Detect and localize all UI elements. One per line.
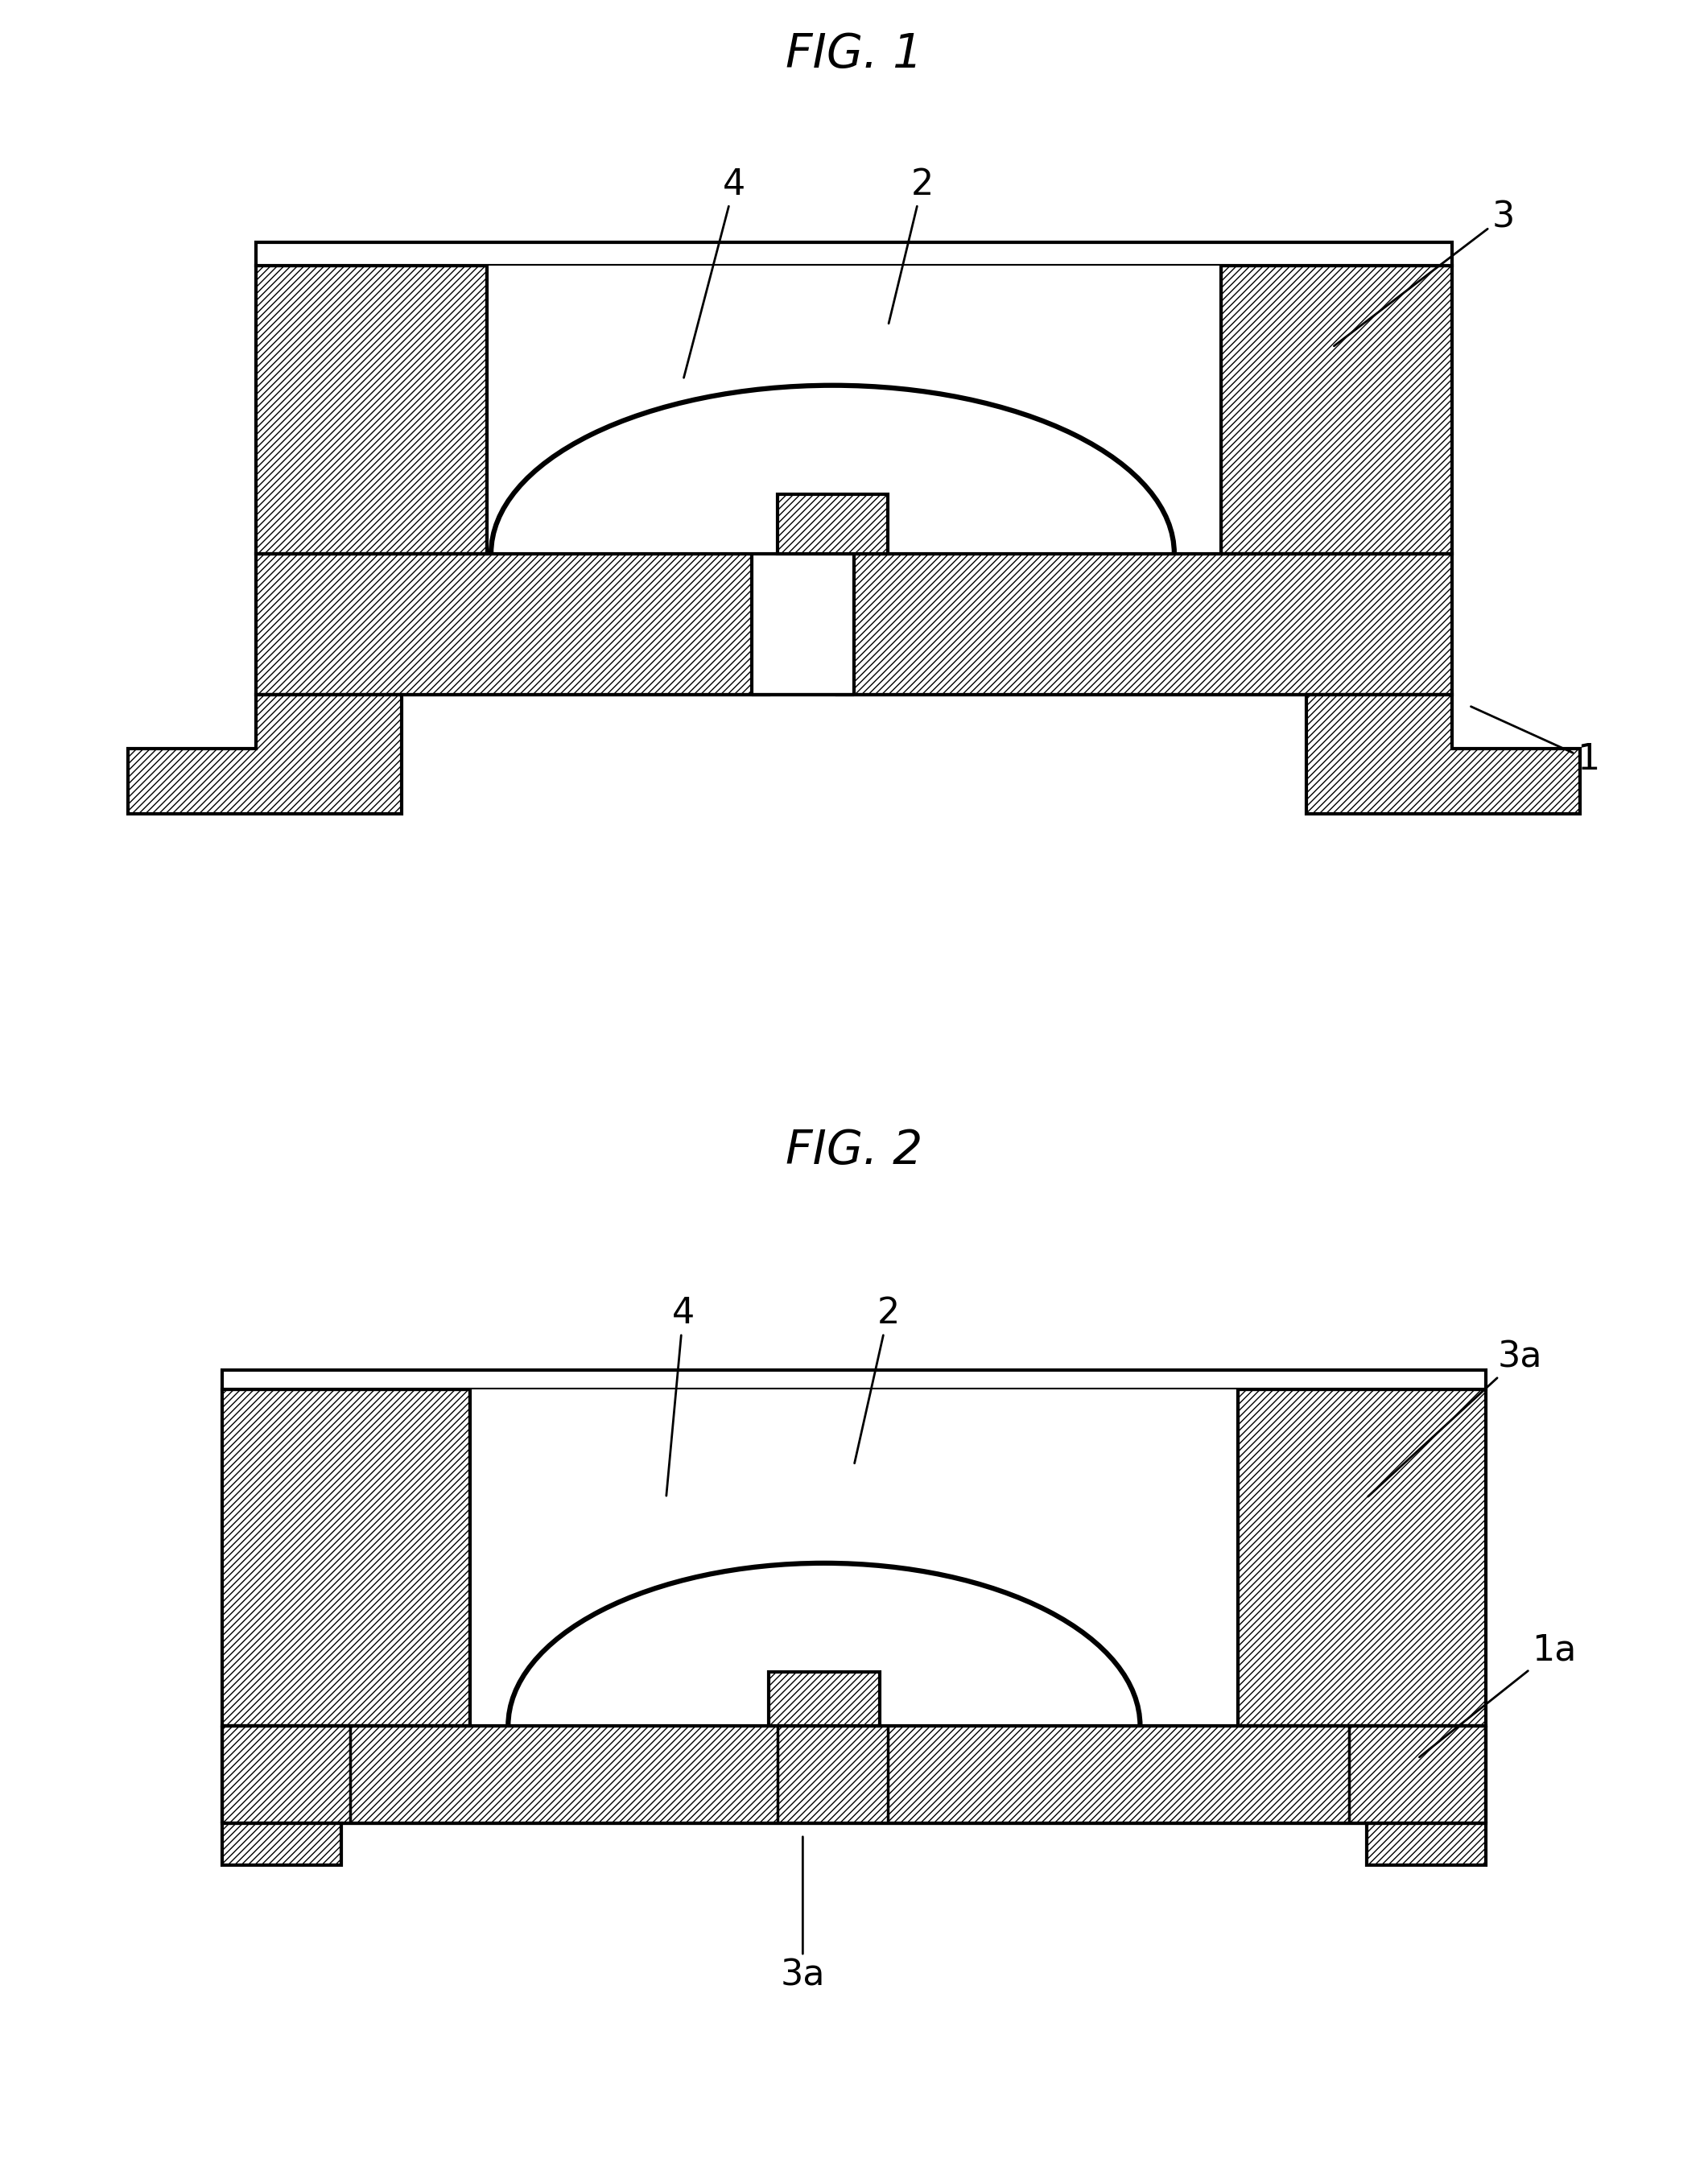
Polygon shape — [1307, 695, 1580, 814]
Text: FIG. 2: FIG. 2 — [786, 1127, 922, 1175]
Text: 4: 4 — [683, 167, 746, 378]
Text: FIG. 1: FIG. 1 — [786, 30, 922, 78]
Text: 2: 2 — [888, 167, 934, 323]
Bar — [777, 495, 888, 554]
Bar — [256, 243, 1452, 267]
Bar — [1238, 1389, 1486, 1726]
Text: 3: 3 — [1334, 200, 1515, 345]
Bar — [487, 267, 1221, 554]
Bar — [1221, 267, 1452, 554]
Text: 1: 1 — [1471, 706, 1600, 777]
Text: 3a: 3a — [1368, 1340, 1542, 1496]
Bar — [256, 267, 487, 554]
Text: 2: 2 — [854, 1296, 900, 1463]
Bar — [769, 1672, 880, 1726]
Bar — [222, 1824, 342, 1865]
Bar — [1366, 1824, 1486, 1865]
Bar — [222, 1726, 1486, 1824]
Text: 3a: 3a — [781, 1837, 825, 1993]
Bar — [470, 1389, 1238, 1726]
Bar — [222, 1370, 1486, 1389]
Text: 4: 4 — [666, 1296, 695, 1496]
Text: 1a: 1a — [1419, 1633, 1576, 1756]
Bar — [837, 554, 1452, 695]
Bar — [256, 554, 769, 695]
Bar — [222, 1389, 470, 1726]
Polygon shape — [128, 695, 401, 814]
Bar — [752, 554, 854, 695]
